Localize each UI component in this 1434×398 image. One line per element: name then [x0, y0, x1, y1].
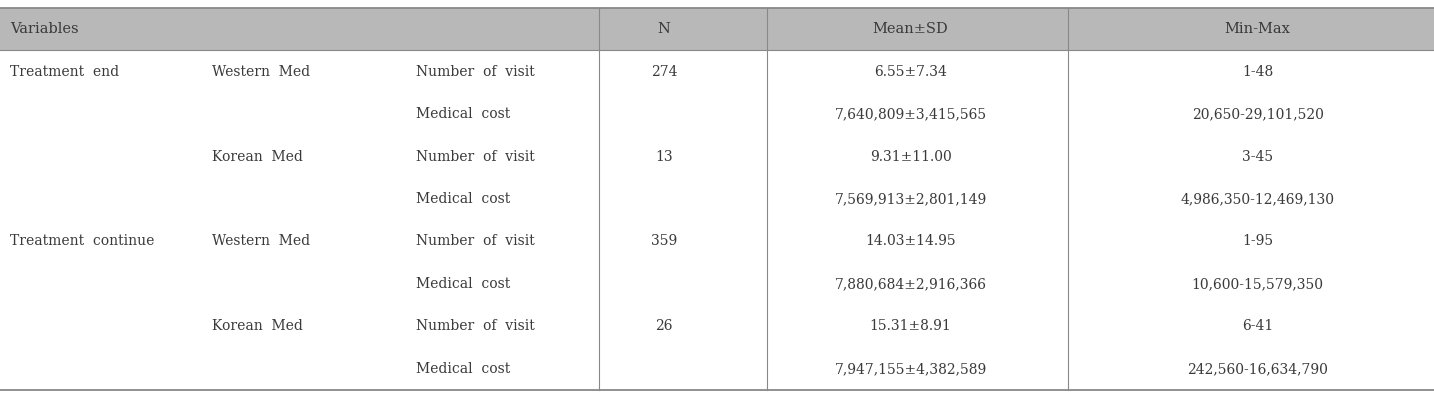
Text: 7,640,809±3,415,565: 7,640,809±3,415,565	[835, 107, 987, 121]
Text: 7,947,155±4,382,589: 7,947,155±4,382,589	[835, 362, 987, 376]
Text: Min-Max: Min-Max	[1225, 22, 1291, 36]
Text: 9.31±11.00: 9.31±11.00	[869, 150, 952, 164]
Text: Number  of  visit: Number of visit	[416, 64, 535, 79]
Text: Western  Med: Western Med	[212, 234, 310, 248]
Text: Korean  Med: Korean Med	[212, 150, 303, 164]
Text: Medical  cost: Medical cost	[416, 277, 511, 291]
Text: Medical  cost: Medical cost	[416, 107, 511, 121]
Bar	[0, 8, 1434, 51]
Text: 20,650-29,101,520: 20,650-29,101,520	[1192, 107, 1324, 121]
Text: 10,600-15,579,350: 10,600-15,579,350	[1192, 277, 1324, 291]
Text: Medical  cost: Medical cost	[416, 362, 511, 376]
Text: 13: 13	[655, 150, 673, 164]
Text: Western  Med: Western Med	[212, 64, 310, 79]
Text: 4,986,350-12,469,130: 4,986,350-12,469,130	[1180, 192, 1335, 206]
Text: 14.03±14.95: 14.03±14.95	[865, 234, 956, 248]
Text: 274: 274	[651, 64, 677, 79]
Text: Korean  Med: Korean Med	[212, 319, 303, 334]
Text: 6.55±7.34: 6.55±7.34	[875, 64, 946, 79]
Text: 7,569,913±2,801,149: 7,569,913±2,801,149	[835, 192, 987, 206]
Text: 1-95: 1-95	[1242, 234, 1273, 248]
Text: 15.31±8.91: 15.31±8.91	[869, 319, 952, 334]
Text: 7,880,684±2,916,366: 7,880,684±2,916,366	[835, 277, 987, 291]
Text: 6-41: 6-41	[1242, 319, 1273, 334]
Text: Treatment  end: Treatment end	[10, 64, 119, 79]
Text: Number  of  visit: Number of visit	[416, 319, 535, 334]
Text: 359: 359	[651, 234, 677, 248]
Text: 3-45: 3-45	[1242, 150, 1273, 164]
Text: Treatment  continue: Treatment continue	[10, 234, 155, 248]
Text: 1-48: 1-48	[1242, 64, 1273, 79]
Text: Number  of  visit: Number of visit	[416, 150, 535, 164]
Text: 26: 26	[655, 319, 673, 334]
Text: Medical  cost: Medical cost	[416, 192, 511, 206]
Text: Mean±SD: Mean±SD	[873, 22, 948, 36]
Text: Number  of  visit: Number of visit	[416, 234, 535, 248]
Text: 242,560-16,634,790: 242,560-16,634,790	[1187, 362, 1328, 376]
Text: N: N	[658, 22, 670, 36]
Text: Variables: Variables	[10, 22, 79, 36]
